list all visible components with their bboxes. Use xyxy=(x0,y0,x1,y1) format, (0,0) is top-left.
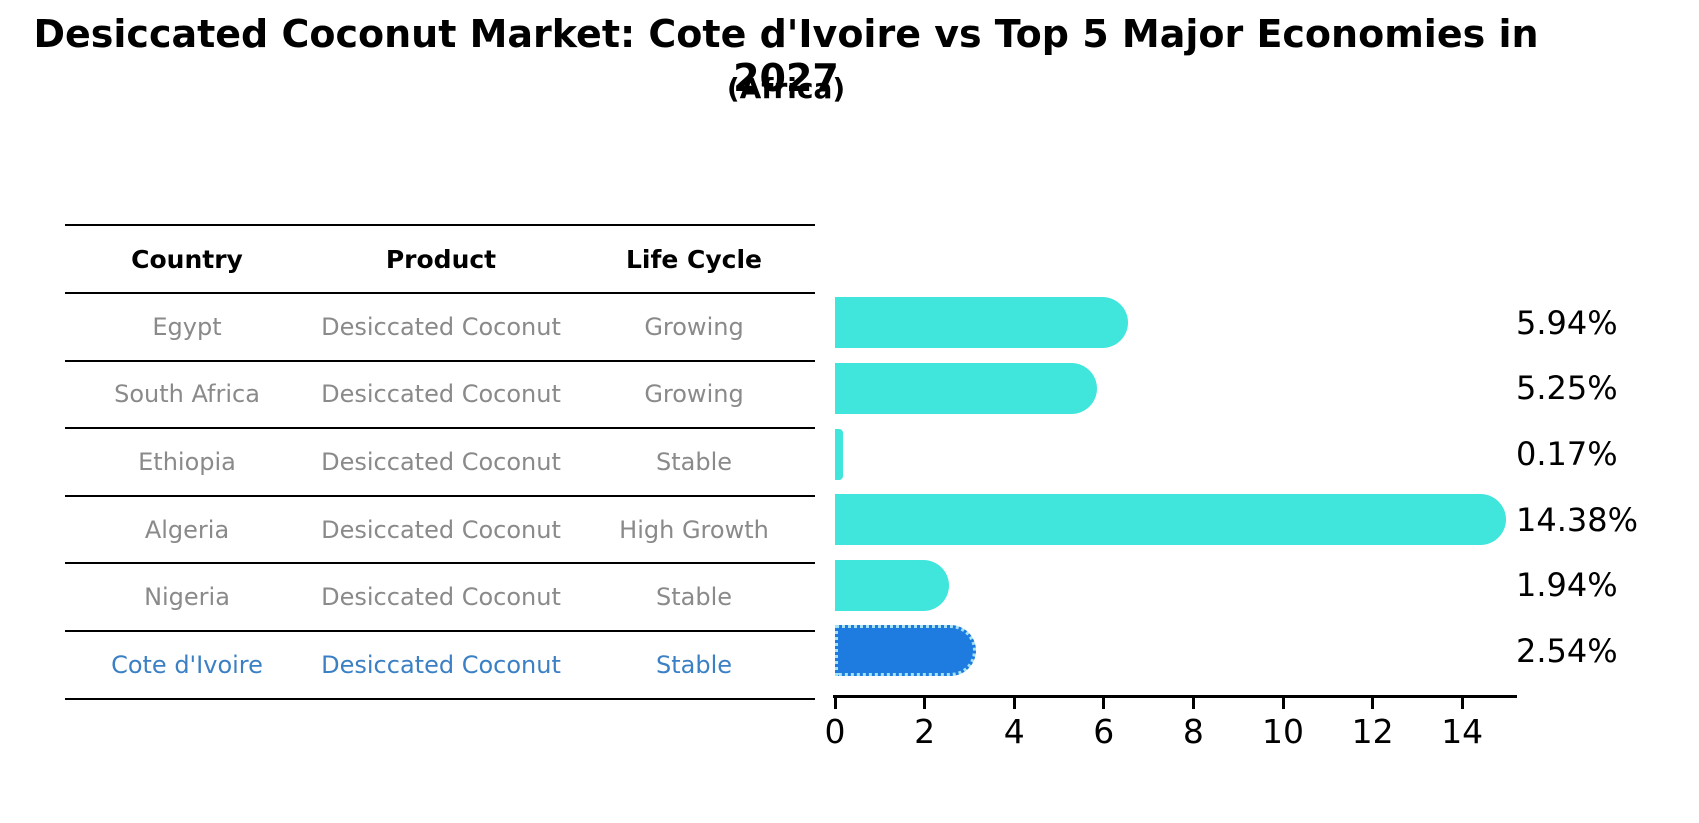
cell-lifecycle: High Growth xyxy=(619,515,769,544)
value-label: 5.25% xyxy=(1516,369,1618,408)
x-axis-tick-label: 10 xyxy=(1262,712,1304,751)
x-axis-tick-label: 2 xyxy=(914,712,936,751)
table-header-row: Country Product Life Cycle xyxy=(65,226,815,294)
page-subtitle: (Africa) xyxy=(726,72,846,105)
table-row: Cote d'Ivoire Desiccated Coconut Stable xyxy=(65,632,815,700)
x-axis-tick xyxy=(923,698,927,709)
table-row: Nigeria Desiccated Coconut Stable xyxy=(65,564,815,632)
table-row: South Africa Desiccated Coconut Growing xyxy=(65,362,815,430)
bar xyxy=(835,494,1507,546)
x-axis-tick xyxy=(1371,698,1375,709)
lifecycle-column-header: Life Cycle xyxy=(625,244,763,274)
value-label: 14.38% xyxy=(1516,500,1639,539)
cell-country: Egypt xyxy=(152,312,222,341)
cell-lifecycle: Stable xyxy=(655,583,733,612)
x-axis-tick xyxy=(1460,698,1464,709)
cell-country: Ethiopia xyxy=(138,447,236,476)
x-axis-tick-label: 12 xyxy=(1351,712,1394,751)
subtitle-container: (Africa) xyxy=(0,72,1572,105)
cell-country: Nigeria xyxy=(144,583,230,612)
x-axis-tick-label: 4 xyxy=(1003,712,1025,751)
value-label: 0.17% xyxy=(1516,435,1618,473)
cell-product: Desiccated Coconut xyxy=(321,515,561,544)
x-axis-tick-label: 14 xyxy=(1441,712,1484,751)
x-axis-tick-label: 6 xyxy=(1093,712,1115,751)
x-axis-tick xyxy=(833,698,837,709)
bar-highlighted xyxy=(835,625,976,677)
value-label: 1.94% xyxy=(1516,566,1618,605)
x-axis-tick xyxy=(1191,698,1195,709)
cell-lifecycle: Stable xyxy=(655,447,733,476)
x-axis-tick xyxy=(1102,698,1106,709)
table-row: Egypt Desiccated Coconut Growing xyxy=(65,294,815,362)
bar xyxy=(835,297,1129,349)
x-axis-tick-label: 8 xyxy=(1182,712,1204,751)
cell-lifecycle: Growing xyxy=(644,380,744,409)
cell-country: South Africa xyxy=(114,380,260,409)
bar xyxy=(835,559,949,611)
cell-lifecycle: Growing xyxy=(644,312,744,341)
country-column-header: Country xyxy=(131,244,243,274)
bar xyxy=(835,428,843,480)
value-label: 2.54% xyxy=(1516,631,1618,670)
cell-country: Cote d'Ivoire xyxy=(111,650,263,679)
cell-product: Desiccated Coconut xyxy=(321,650,561,679)
bar xyxy=(835,362,1098,414)
cell-product: Desiccated Coconut xyxy=(321,583,561,612)
product-column-header: Product xyxy=(385,244,497,274)
x-axis-line xyxy=(833,695,1517,698)
value-label: 5.94% xyxy=(1516,303,1618,342)
table-row: Ethiopia Desiccated Coconut Stable xyxy=(65,429,815,497)
cell-product: Desiccated Coconut xyxy=(321,447,561,476)
table-row: Algeria Desiccated Coconut High Growth xyxy=(65,497,815,565)
table-body: Egypt Desiccated Coconut Growing South Afri… xyxy=(65,294,815,700)
data-table: Country Product Life Cycle Egypt Desiccat… xyxy=(65,224,815,700)
x-axis-tick xyxy=(1012,698,1016,709)
cell-product: Desiccated Coconut xyxy=(321,380,561,409)
cell-lifecycle: Stable xyxy=(655,650,733,679)
cell-product: Desiccated Coconut xyxy=(321,312,561,341)
title-container: Desiccated Coconut Market: Cote d'Ivoire… xyxy=(0,12,1572,100)
page-title: Desiccated Coconut Market: Cote d'Ivoire… xyxy=(33,12,1539,100)
x-axis-tick xyxy=(1281,698,1285,709)
x-axis-tick-label: 0 xyxy=(824,712,846,751)
cell-country: Algeria xyxy=(144,515,230,544)
